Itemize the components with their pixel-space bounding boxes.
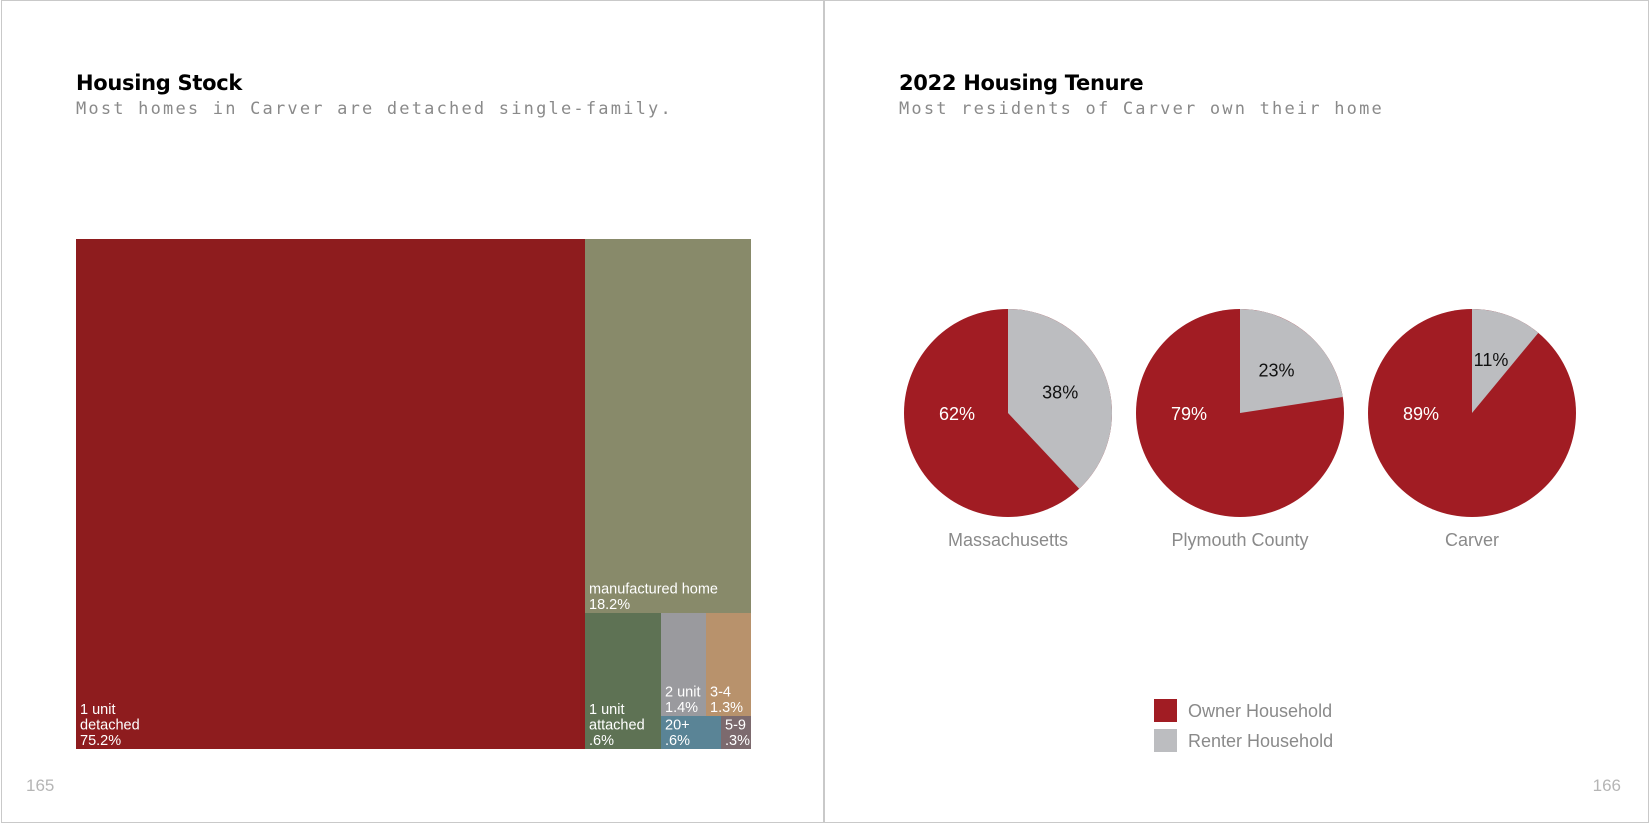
legend: Owner Household Renter Household bbox=[1154, 699, 1333, 752]
treemap-label-3-4: 1.3% bbox=[710, 700, 743, 716]
left-page: Housing Stock Most homes in Carver are d… bbox=[1, 0, 824, 823]
treemap-label-5-9: .3% bbox=[725, 733, 750, 749]
treemap-label-20: .6% bbox=[665, 733, 690, 749]
treemap-label-1-unit-attached: attached bbox=[589, 718, 645, 734]
housing-stock-subtitle: Most homes in Carver are detached single… bbox=[76, 99, 673, 119]
pie-renter-slice bbox=[1240, 309, 1343, 413]
right-page: 2022 Housing Tenure Most residents of Ca… bbox=[824, 0, 1649, 823]
pie-renter-slice bbox=[1472, 309, 1539, 413]
treemap-label-1-unit-detached: 1 unit bbox=[80, 702, 115, 718]
pie-renter-slice bbox=[1008, 309, 1112, 489]
treemap-label-1-unit-attached: 1 unit bbox=[589, 702, 624, 718]
legend-item-renter-household: Renter Household bbox=[1154, 729, 1333, 752]
treemap-label-1-unit-detached: detached bbox=[80, 718, 140, 734]
treemap-label-manufactured-home: 18.2% bbox=[589, 597, 630, 613]
legend-label: Owner Household bbox=[1188, 701, 1332, 721]
pie-owner-label: 79% bbox=[1171, 404, 1207, 424]
pie-massachusetts: 38% 62% Massachusetts bbox=[904, 309, 1112, 550]
treemap-label-2-unit: 1.4% bbox=[665, 700, 698, 716]
treemap-rect-1-unit-detached bbox=[76, 239, 585, 749]
pie-owner-label: 62% bbox=[939, 404, 975, 424]
treemap-rect-2-unit bbox=[661, 613, 706, 716]
treemap-label-1-unit-detached: 75.2% bbox=[80, 733, 121, 749]
pie-plymouth-county: 23% 79% Plymouth County bbox=[1136, 309, 1344, 550]
treemap-rect-5-9 bbox=[721, 716, 751, 749]
housing-tenure-subtitle: Most residents of Carver own their home bbox=[899, 99, 1384, 119]
page-number-right: 166 bbox=[1592, 776, 1621, 795]
pie-renter-label: 23% bbox=[1258, 360, 1294, 380]
treemap-label-3-4: 3-4 bbox=[710, 685, 731, 701]
pie-region-label: Plymouth County bbox=[1171, 530, 1308, 550]
treemap-label-1-unit-attached: .6% bbox=[589, 733, 614, 749]
treemap-rect-manufactured-home bbox=[585, 239, 751, 613]
treemap-cell-3-4: 3-41.3% bbox=[706, 613, 751, 716]
housing-tenure-title: 2022 Housing Tenure bbox=[899, 71, 1144, 95]
treemap-label-5-9: 5-9 bbox=[725, 718, 746, 734]
pie-region-label: Carver bbox=[1445, 530, 1499, 550]
legend-swatch bbox=[1154, 699, 1177, 722]
treemap-rect-3-4 bbox=[706, 613, 751, 716]
legend-swatch bbox=[1154, 729, 1177, 752]
pie-renter-label: 38% bbox=[1042, 382, 1078, 402]
treemap-rect-1-unit-attached bbox=[585, 613, 661, 749]
treemap-label-2-unit: 2 unit bbox=[665, 685, 700, 701]
legend-label: Renter Household bbox=[1188, 731, 1333, 751]
treemap-label-manufactured-home: manufactured home bbox=[589, 582, 718, 598]
pie-renter-label: 11% bbox=[1474, 350, 1509, 370]
pie-carver: 11% 89% Carver bbox=[1368, 309, 1576, 550]
treemap-cell-5-9: 5-9.3% bbox=[721, 716, 751, 749]
legend-item-owner-household: Owner Household bbox=[1154, 699, 1332, 722]
housing-stock-title: Housing Stock bbox=[76, 71, 243, 95]
pie-region-label: Massachusetts bbox=[948, 530, 1068, 550]
housing-tenure-pie-charts: 38% 62% Massachusetts 23% 79% Plymouth County… bbox=[904, 309, 1576, 752]
pie-owner-label: 89% bbox=[1403, 404, 1439, 424]
treemap-label-20: 20+ bbox=[665, 718, 690, 734]
page-number-left: 165 bbox=[26, 776, 55, 795]
treemap-rect-20 bbox=[661, 716, 721, 749]
treemap-cell-20: 20+.6% bbox=[661, 716, 721, 749]
